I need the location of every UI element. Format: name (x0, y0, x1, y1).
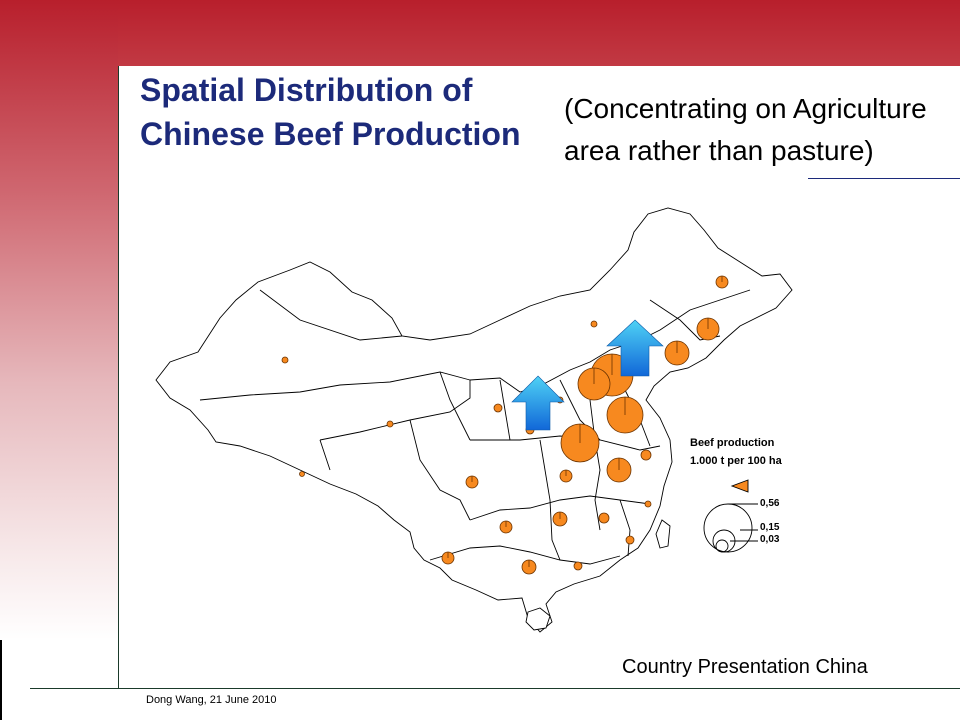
taiwan-island (655, 519, 671, 549)
marker-qinghai (386, 420, 394, 428)
legend-value-medium: 0,15 (760, 522, 780, 533)
legend-symbols (703, 479, 758, 553)
footer-author: Dong Wang, 21 June 2010 (146, 694, 277, 706)
up-arrow-icon (606, 319, 664, 377)
marker-guangxi (573, 561, 583, 571)
side-tick (0, 640, 2, 720)
marker-xinjiang (281, 356, 289, 364)
province-border (319, 380, 471, 441)
province-border (259, 289, 403, 341)
legend-value-small: 0,03 (760, 534, 780, 545)
slide-subtitle: (Concentrating on Agriculture area rathe… (564, 93, 927, 166)
province-border (429, 545, 621, 565)
footer-rule (30, 688, 960, 689)
province-border (469, 289, 751, 393)
legend: Beef production 1.000 t per 100 ha 0,56 … (690, 434, 800, 545)
legend-triangle-icon (730, 479, 749, 493)
map-outline (155, 207, 793, 633)
marker-jiangsu (640, 449, 652, 461)
legend-unit: 1.000 t per 100 ha (690, 455, 782, 467)
legend-circle-small (715, 539, 729, 553)
marker-hunan (598, 512, 610, 524)
legend-value-large: 0,56 (760, 498, 780, 509)
china-map (155, 207, 793, 633)
province-border (319, 439, 331, 471)
marker-inner-mongolia (590, 320, 598, 328)
marker-zhejiang (644, 500, 652, 508)
subtitle-rule (808, 178, 960, 179)
header-band (0, 0, 960, 68)
province-border (619, 499, 631, 557)
province-border (439, 371, 471, 441)
marker-fujian (625, 535, 635, 545)
side-band (0, 0, 118, 640)
province-border (499, 379, 511, 441)
up-arrow-icon (511, 375, 565, 431)
marker-gansu (493, 403, 503, 413)
province-border (539, 439, 561, 561)
footer-title: Country Presentation China (622, 656, 868, 678)
legend-title: Beef production (690, 437, 775, 449)
province-border (409, 419, 471, 521)
marker-ticks (447, 276, 723, 567)
country-border (155, 207, 793, 633)
slide-title: Spatial Distribution of Chinese Beef Pro… (140, 72, 521, 152)
marker-tibet (299, 471, 305, 477)
province-border (589, 399, 601, 531)
hainan-island (525, 607, 551, 631)
